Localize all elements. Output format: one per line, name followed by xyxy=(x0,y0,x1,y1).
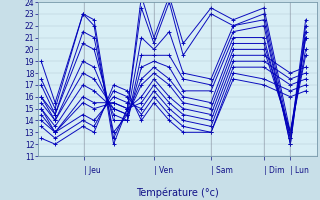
Text: | Lun: | Lun xyxy=(290,166,309,175)
Text: | Ven: | Ven xyxy=(154,166,173,175)
Text: | Jeu: | Jeu xyxy=(84,166,101,175)
Text: | Sam: | Sam xyxy=(211,166,233,175)
Text: Température (°c): Température (°c) xyxy=(136,188,219,198)
Text: | Dim: | Dim xyxy=(264,166,284,175)
